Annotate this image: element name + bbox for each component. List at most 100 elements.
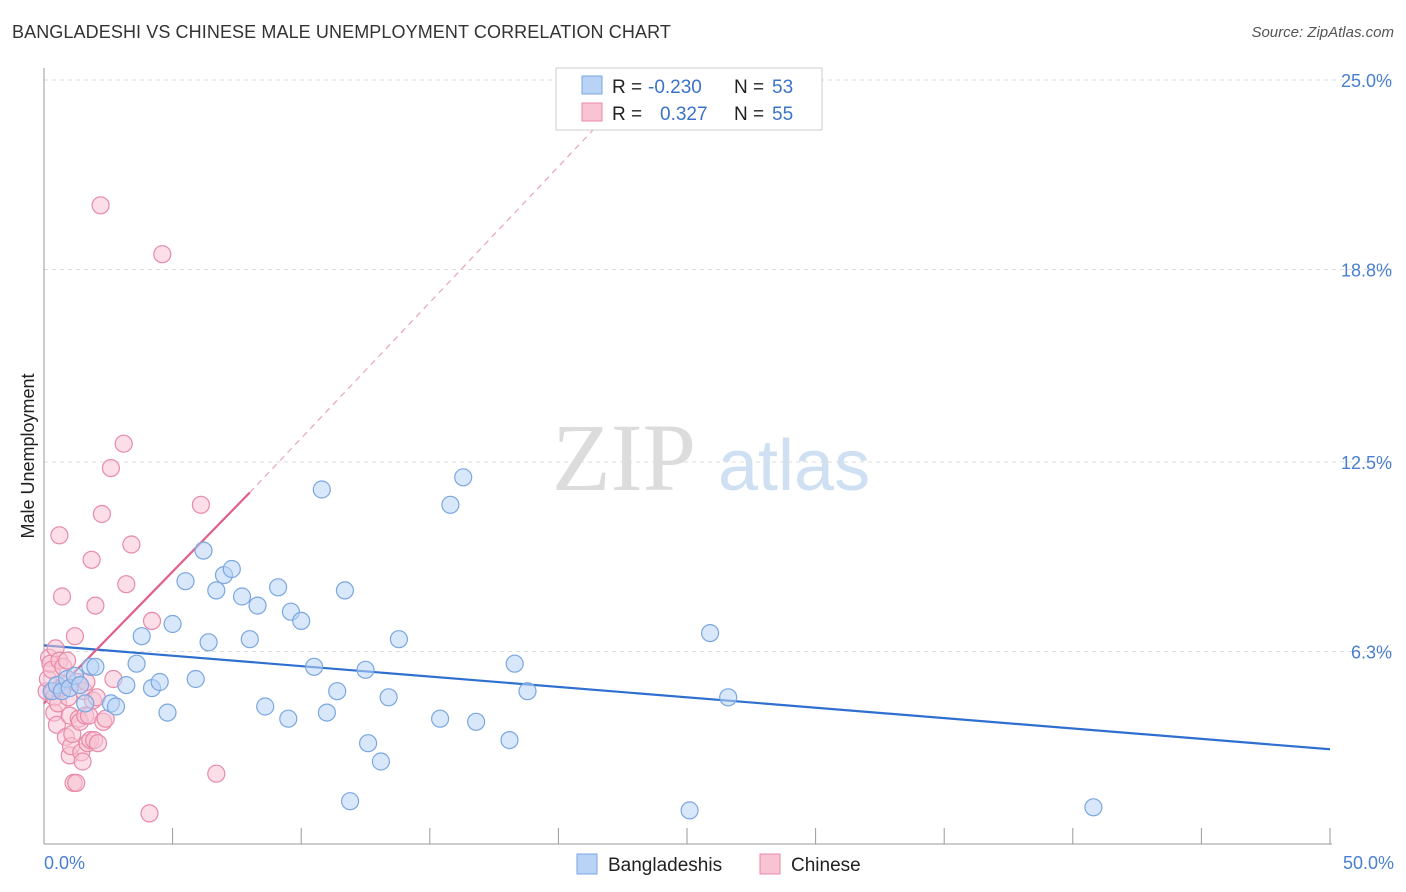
- y-axis-label: Male Unemployment: [18, 373, 38, 538]
- bangladeshi-point: [441, 495, 460, 514]
- chinese-point: [101, 459, 121, 478]
- chinese-point: [88, 734, 108, 753]
- legend-swatch-chinese: [581, 102, 603, 122]
- watermark-atlas: atlas: [718, 426, 870, 506]
- tick-layer: 6.3% 12.5% 18.8% 25.0% 0.0% 50.0%: [44, 71, 1394, 873]
- legend-r-value-2: 0.327: [660, 104, 708, 125]
- legend-n-value-1: 53: [772, 77, 793, 98]
- bangladeshi-point: [158, 703, 177, 722]
- bangladeshi-point: [505, 654, 524, 673]
- bangladeshi-point: [248, 596, 267, 615]
- point-layer: [37, 196, 1103, 823]
- bangladeshi-point: [232, 587, 252, 606]
- y-tick-label: 18.8%: [1341, 260, 1392, 280]
- bangladeshi-point: [500, 730, 519, 750]
- chinese-point: [86, 596, 105, 615]
- chinese-point: [50, 526, 69, 545]
- bangladeshi-point: [680, 801, 699, 820]
- grid-layer: [44, 79, 1394, 652]
- bottom-legend-label-chinese: Chinese: [791, 855, 861, 876]
- legend-r-value-1: -0.230: [648, 77, 702, 98]
- chinese-point: [57, 651, 77, 670]
- bangladeshi-point: [194, 541, 213, 560]
- bangladeshi-point: [359, 734, 378, 753]
- chinese-point: [142, 611, 162, 631]
- bangladeshi-point: [467, 712, 486, 731]
- bangladeshi-point: [518, 682, 537, 701]
- chinese-point: [122, 535, 141, 554]
- bangladeshi-point: [86, 657, 105, 676]
- bangladeshi-point: [356, 660, 375, 679]
- source-label: Source: ZipAtlas.com: [1251, 24, 1394, 41]
- chinese-point: [91, 196, 110, 215]
- bangladeshi-point: [117, 675, 136, 695]
- chinese-point: [52, 587, 72, 606]
- legend-r-label-1: R =: [612, 77, 642, 98]
- bangladeshi-point: [186, 669, 205, 689]
- y-tick-label: 6.3%: [1351, 642, 1392, 662]
- chinese-point: [153, 245, 172, 264]
- chinese-point: [65, 627, 85, 646]
- bangladeshi-point: [700, 623, 720, 643]
- x-tick-label-start: 0.0%: [44, 853, 85, 873]
- bangladeshi-point: [305, 657, 324, 676]
- bangladeshi-point: [240, 630, 259, 649]
- legend-swatch-bangladeshis: [581, 75, 603, 95]
- bangladeshi-point: [163, 614, 182, 634]
- legend-n-value-2: 55: [772, 104, 793, 125]
- bangladeshi-point: [150, 672, 169, 692]
- bangladeshi-point: [719, 688, 738, 707]
- bangladeshi-point: [317, 703, 336, 722]
- chinese-point: [207, 764, 226, 783]
- legend-r-label-2: R =: [612, 104, 642, 125]
- watermark-zip: ZIP: [552, 404, 696, 511]
- chinese-point: [67, 773, 86, 793]
- bangladeshi-point: [132, 627, 151, 646]
- axis-layer: [43, 68, 1332, 845]
- chinese-point: [47, 715, 67, 734]
- chinese-point: [140, 804, 159, 823]
- bangladeshi-point: [199, 633, 218, 652]
- y-tick-label: 12.5%: [1341, 453, 1392, 473]
- bangladeshi-point: [379, 688, 398, 707]
- bangladeshi-point: [127, 654, 146, 673]
- bangladeshi-point: [222, 559, 241, 579]
- bangladeshi-point: [176, 572, 195, 591]
- bangladeshi-point: [389, 630, 408, 649]
- x-tick-label-end: 50.0%: [1343, 853, 1394, 873]
- bangladeshi-point: [207, 581, 226, 600]
- bangladeshi-point: [76, 694, 95, 713]
- bangladeshi-point: [312, 480, 331, 499]
- legend-n-label-1: N =: [734, 77, 764, 98]
- chart-title: BANGLADESHI VS CHINESE MALE UNEMPLOYMENT…: [12, 22, 671, 42]
- legend-n-label-2: N =: [734, 104, 764, 125]
- bangladeshi-point: [1084, 798, 1103, 817]
- bangladeshi-point: [279, 709, 298, 728]
- chinese-point: [73, 752, 92, 771]
- bottom-legend: Bangladeshis Chinese: [576, 853, 861, 876]
- legend-box: R = -0.230 N = 53 R = 0.327 N = 55: [555, 67, 823, 131]
- bangladeshi-point: [341, 792, 360, 811]
- chinese-point: [92, 504, 112, 524]
- chinese-point: [82, 550, 101, 569]
- bottom-legend-label-bangladeshis: Bangladeshis: [608, 855, 722, 876]
- bangladeshi-point: [431, 709, 450, 728]
- chinese-trend-extension: [249, 125, 598, 493]
- bangladeshi-point: [335, 581, 354, 600]
- bangladeshi-point: [256, 697, 275, 716]
- bangladeshi-point: [371, 752, 390, 771]
- chinese-point: [191, 495, 210, 514]
- bangladeshi-trend-line: [43, 644, 1331, 751]
- bangladeshi-point: [269, 578, 288, 597]
- bangladeshi-point: [70, 675, 90, 695]
- bottom-legend-swatch-chinese: [759, 853, 781, 875]
- bottom-legend-swatch-bangladeshis: [576, 853, 598, 875]
- bangladeshi-point: [106, 697, 126, 716]
- bangladeshi-point: [292, 611, 311, 631]
- bangladeshi-point: [454, 468, 473, 487]
- y-tick-label: 25.0%: [1341, 71, 1392, 91]
- chinese-point: [114, 434, 133, 453]
- bangladeshi-point: [328, 682, 347, 701]
- chinese-point: [117, 575, 136, 594]
